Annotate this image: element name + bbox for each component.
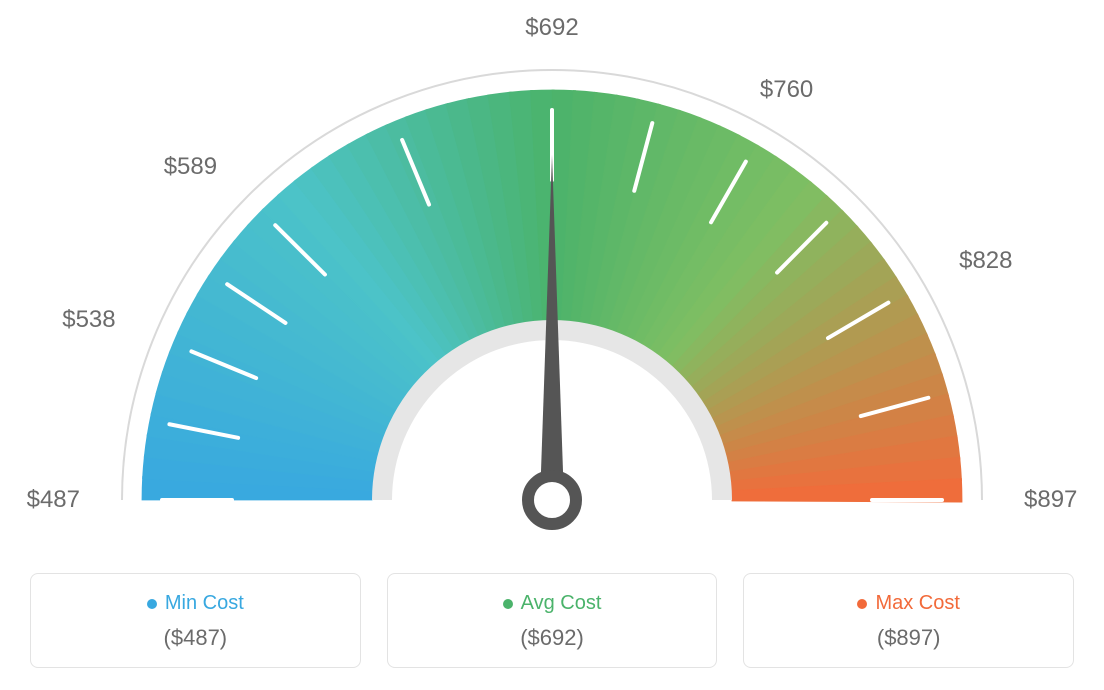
legend-card-max: Max Cost ($897) [743,573,1074,668]
cost-gauge: $487 $538 $589 $692 $760 $828 $897 [0,0,1104,560]
legend-row: Min Cost ($487) Avg Cost ($692) Max Cost ($89… [30,573,1074,668]
gauge-tick-label: $538 [62,306,115,334]
gauge-tick-label: $760 [760,76,813,104]
gauge-tick-label: $692 [525,14,578,42]
legend-label: Min Cost [165,592,244,615]
gauge-tick-label: $897 [1024,486,1077,514]
legend-dot-avg [503,599,513,609]
legend-card-min: Min Cost ($487) [30,573,361,668]
gauge-tick-label: $487 [27,486,80,514]
legend-title-avg: Avg Cost [503,592,602,615]
legend-label: Avg Cost [521,592,602,615]
legend-value: ($897) [754,625,1063,651]
gauge-svg [0,0,1104,560]
legend-title-max: Max Cost [857,592,959,615]
legend-card-avg: Avg Cost ($692) [387,573,718,668]
legend-label: Max Cost [875,592,959,615]
gauge-tick-label: $828 [959,247,1012,275]
legend-dot-min [147,599,157,609]
legend-value: ($692) [398,625,707,651]
legend-dot-max [857,599,867,609]
legend-value: ($487) [41,625,350,651]
gauge-tick-label: $589 [164,153,217,181]
legend-title-min: Min Cost [147,592,244,615]
